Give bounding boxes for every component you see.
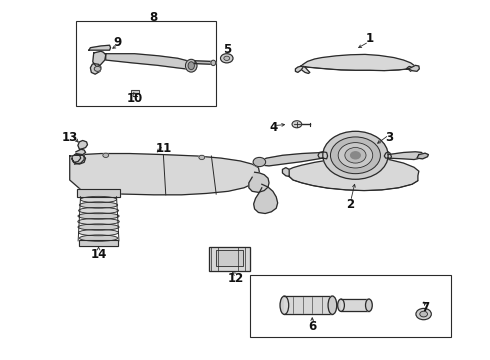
Polygon shape — [301, 54, 414, 73]
Polygon shape — [249, 172, 269, 192]
Ellipse shape — [80, 196, 117, 203]
Ellipse shape — [78, 224, 119, 230]
Circle shape — [345, 148, 366, 163]
Text: 12: 12 — [227, 272, 244, 285]
Text: 6: 6 — [308, 320, 317, 333]
Text: 14: 14 — [90, 248, 107, 261]
Bar — [131, 90, 139, 93]
Ellipse shape — [78, 213, 119, 219]
Circle shape — [103, 153, 109, 157]
Circle shape — [224, 56, 230, 60]
Text: 1: 1 — [366, 32, 374, 45]
Text: 13: 13 — [62, 131, 78, 144]
Polygon shape — [72, 154, 86, 164]
Polygon shape — [408, 66, 419, 71]
Text: 3: 3 — [385, 131, 393, 144]
Circle shape — [416, 309, 431, 320]
Polygon shape — [318, 152, 328, 159]
Bar — [76, 21, 216, 106]
Bar — [216, 250, 243, 266]
Ellipse shape — [185, 59, 197, 72]
Text: 10: 10 — [126, 93, 143, 105]
Circle shape — [220, 54, 233, 63]
Polygon shape — [384, 152, 392, 159]
Bar — [250, 275, 451, 337]
Bar — [284, 296, 332, 314]
Circle shape — [94, 66, 101, 71]
Circle shape — [199, 155, 205, 159]
Bar — [131, 90, 139, 93]
Ellipse shape — [211, 60, 216, 66]
Bar — [78, 240, 119, 246]
Ellipse shape — [328, 296, 337, 314]
Circle shape — [292, 121, 302, 128]
Bar — [78, 240, 119, 246]
Bar — [341, 299, 369, 311]
Ellipse shape — [366, 299, 372, 311]
Ellipse shape — [78, 219, 119, 225]
Text: 7: 7 — [421, 301, 429, 314]
Bar — [77, 189, 121, 197]
Ellipse shape — [280, 296, 289, 314]
Circle shape — [351, 152, 360, 159]
Polygon shape — [74, 153, 84, 164]
Polygon shape — [106, 54, 195, 69]
Ellipse shape — [338, 299, 344, 311]
Polygon shape — [388, 152, 423, 159]
Bar — [209, 247, 250, 271]
Ellipse shape — [79, 202, 118, 208]
Bar — [216, 250, 243, 266]
Polygon shape — [70, 154, 259, 195]
Circle shape — [323, 131, 388, 179]
Circle shape — [253, 157, 266, 167]
Text: 5: 5 — [222, 43, 231, 56]
Circle shape — [338, 143, 373, 168]
Text: 4: 4 — [270, 121, 278, 134]
Polygon shape — [289, 158, 419, 190]
Polygon shape — [90, 64, 101, 74]
Polygon shape — [93, 51, 106, 66]
Text: 8: 8 — [149, 11, 158, 24]
Polygon shape — [282, 168, 289, 176]
Bar — [209, 247, 250, 271]
Ellipse shape — [78, 207, 119, 214]
Polygon shape — [254, 184, 278, 213]
Polygon shape — [195, 61, 214, 64]
Circle shape — [330, 137, 380, 174]
Ellipse shape — [188, 62, 195, 69]
Circle shape — [420, 311, 427, 317]
Bar — [77, 189, 121, 197]
Polygon shape — [258, 153, 323, 166]
Text: 2: 2 — [346, 198, 355, 211]
Polygon shape — [417, 153, 428, 159]
Polygon shape — [295, 66, 304, 72]
Polygon shape — [89, 45, 111, 50]
Text: 9: 9 — [114, 36, 122, 49]
Ellipse shape — [78, 229, 119, 236]
Polygon shape — [76, 140, 88, 154]
Ellipse shape — [79, 235, 118, 241]
Text: 11: 11 — [155, 142, 172, 155]
